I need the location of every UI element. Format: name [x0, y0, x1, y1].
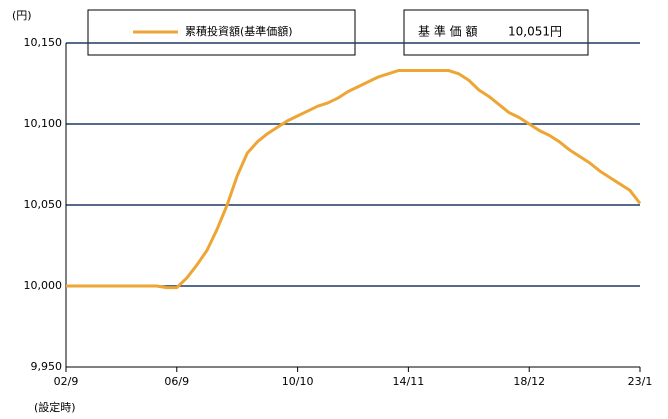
x-tick-label: 23/1 — [628, 375, 653, 388]
legend-label: 累積投資額(基準価額) — [185, 24, 293, 38]
annotation-value: 10,051円 — [508, 25, 562, 39]
y-tick-label: 10,100 — [24, 117, 63, 130]
x-tick-label: 14/11 — [393, 375, 425, 388]
annotation-label: 基 準 価 額 — [418, 24, 477, 39]
annotation-box — [403, 9, 589, 56]
y-tick-label: 10,150 — [24, 36, 63, 49]
y-tick-label: 10,050 — [24, 198, 63, 211]
y-tick-label: 10,000 — [24, 279, 63, 292]
y-tick-label: 9,950 — [31, 360, 63, 373]
x-tick-label: 02/9 — [54, 375, 79, 388]
data-line — [66, 69, 642, 290]
x-tick-label: 06/9 — [164, 375, 189, 388]
x-tick-label: 18/12 — [513, 375, 545, 388]
legend-box — [87, 9, 356, 56]
x-note: (設定時) — [34, 400, 76, 414]
y-unit-label: (円) — [12, 9, 32, 22]
x-tick-label: 10/10 — [282, 375, 314, 388]
